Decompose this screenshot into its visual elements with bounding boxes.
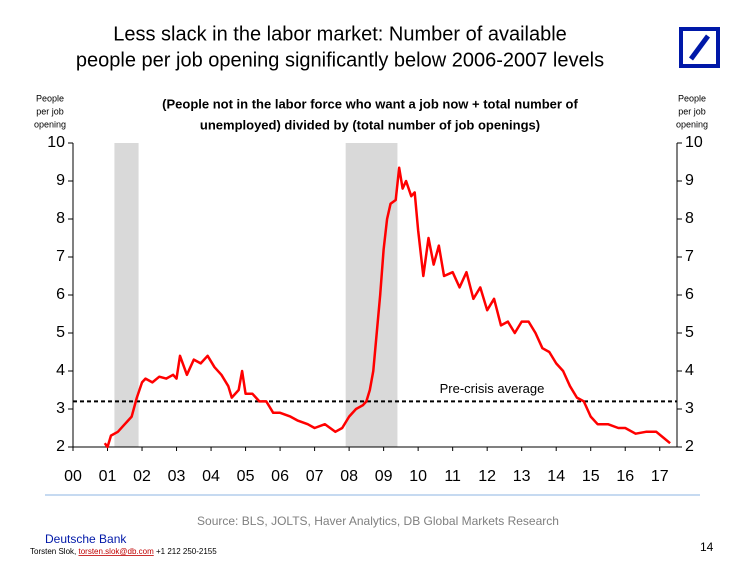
recession-shade: [345, 143, 398, 447]
y2-tick-label: 9: [685, 172, 694, 189]
x-tick-label: 01: [99, 468, 117, 485]
y2-tick-label: 3: [685, 400, 694, 417]
x-tick-label: 06: [271, 468, 289, 485]
y-tick-label: 10: [47, 134, 65, 151]
x-tick-label: 11: [444, 468, 461, 485]
y2-tick-label: 10: [685, 134, 703, 151]
y-tick-label: 7: [56, 248, 65, 265]
annotation: Pre-crisis average: [440, 381, 545, 396]
x-tick-label: 07: [306, 468, 324, 485]
x-tick-label: 05: [237, 468, 255, 485]
contact: Torsten Slok, torsten.slok@db.com +1 212…: [30, 547, 217, 556]
contact-email[interactable]: torsten.slok@db.com: [78, 547, 154, 556]
y2-axis-label: People: [678, 93, 706, 103]
chart-title: people per job opening significantly bel…: [76, 49, 604, 71]
chart-title: Less slack in the labor market: Number o…: [113, 23, 567, 45]
x-tick-label: 04: [202, 468, 220, 485]
y-axis-label: per job: [36, 106, 64, 116]
x-tick-label: 00: [64, 468, 82, 485]
chart-subtitle: (People not in the labor force who want …: [162, 96, 578, 111]
x-tick-label: 12: [478, 468, 496, 485]
x-tick-label: 08: [340, 468, 358, 485]
y-tick-label: 5: [56, 324, 65, 341]
x-tick-label: 13: [513, 468, 531, 485]
y-tick-label: 6: [56, 286, 65, 303]
x-tick-label: 02: [133, 468, 151, 485]
x-tick-label: 10: [409, 468, 427, 485]
contact-phone: +1 212 250-2155: [156, 547, 217, 556]
data-line: [103, 166, 671, 449]
y2-axis-label: per job: [678, 106, 706, 116]
y2-tick-label: 8: [685, 210, 694, 227]
y2-axis-label: opening: [676, 119, 708, 129]
contact-name: Torsten Slok,: [30, 547, 76, 556]
y2-tick-label: 5: [685, 324, 694, 341]
y2-tick-label: 2: [685, 438, 694, 455]
company: Deutsche Bank: [45, 532, 127, 546]
logo: [679, 27, 720, 68]
source: Source: BLS, JOLTS, Haver Analytics, DB …: [197, 514, 559, 528]
y-axis-label: opening: [34, 119, 66, 129]
chart-subtitle: unemployed) divided by (total number of …: [200, 117, 540, 132]
y-tick-label: 3: [56, 400, 65, 417]
x-tick-label: 09: [375, 468, 393, 485]
x-tick-label: 17: [651, 468, 669, 485]
y-tick-label: 8: [56, 210, 65, 227]
page-number: 14: [700, 540, 714, 554]
y-tick-label: 2: [56, 438, 65, 455]
y2-tick-label: 4: [685, 362, 694, 379]
x-tick-label: 03: [168, 468, 186, 485]
y2-tick-label: 7: [685, 248, 694, 265]
y-axis-label: People: [36, 93, 64, 103]
y-tick-label: 9: [56, 172, 65, 189]
x-tick-label: 15: [582, 468, 600, 485]
y2-tick-label: 6: [685, 286, 694, 303]
recession-shade: [114, 143, 139, 447]
x-tick-label: 16: [616, 468, 634, 485]
x-tick-label: 14: [547, 468, 565, 485]
y-tick-label: 4: [56, 362, 65, 379]
